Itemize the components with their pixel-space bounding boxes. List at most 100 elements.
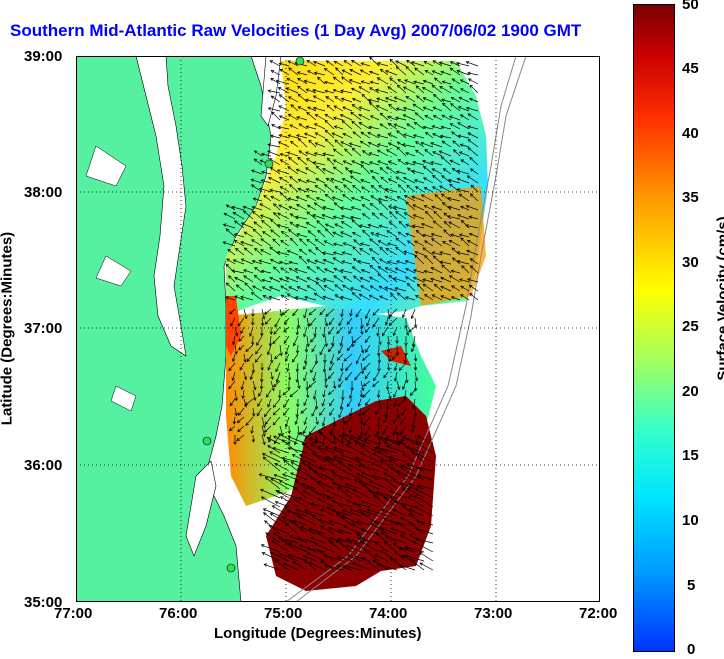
velocity-vector	[302, 555, 317, 562]
vector-arrowhead	[405, 276, 409, 280]
vector-arrowhead	[345, 444, 350, 448]
velocity-vector	[343, 184, 353, 193]
vector-arrowhead	[250, 178, 255, 182]
vector-arrowhead	[362, 483, 366, 488]
velocity-vector	[439, 86, 452, 94]
velocity-vector	[362, 204, 371, 211]
vector-arrowhead	[400, 431, 404, 435]
vector-arrowhead	[316, 532, 321, 536]
vector-arrowhead	[292, 312, 296, 317]
vector-arrowhead	[287, 113, 292, 117]
vector-arrowhead	[305, 167, 309, 171]
velocity-vector	[261, 153, 272, 157]
velocity-vector	[290, 472, 308, 481]
vector-arrowhead	[307, 230, 312, 234]
velocity-vector	[469, 157, 479, 166]
vector-arrowhead	[390, 292, 394, 297]
vector-arrowhead	[448, 275, 453, 279]
vector-arrowhead	[234, 412, 238, 417]
velocity-vector	[310, 477, 326, 490]
vector-arrowhead	[362, 229, 366, 234]
velocity-vector	[278, 87, 290, 94]
vector-arrowhead	[371, 452, 376, 456]
vector-arrowhead	[457, 134, 462, 138]
vector-arrowhead	[341, 76, 345, 80]
velocity-vector	[351, 104, 362, 112]
velocity-vector	[271, 70, 281, 76]
velocity-vector	[283, 335, 290, 344]
vector-arrowhead	[419, 562, 423, 566]
velocity-vector	[358, 106, 371, 112]
vector-arrowhead	[288, 156, 292, 161]
vector-arrowhead	[448, 239, 453, 244]
grid-lines	[76, 56, 600, 602]
velocity-vector	[360, 196, 371, 202]
velocity-vector	[314, 185, 326, 193]
vector-arrowhead	[432, 106, 437, 110]
vector-arrowhead	[234, 332, 239, 337]
vector-arrowhead	[332, 257, 337, 261]
vector-arrowhead	[276, 250, 281, 255]
vector-arrowhead	[334, 284, 338, 288]
velocity-vector	[316, 165, 326, 175]
velocity-vector	[342, 133, 353, 139]
velocity-vector	[338, 317, 344, 326]
vector-arrowhead	[259, 203, 263, 207]
velocity-vector	[294, 268, 308, 274]
vector-arrowhead	[276, 490, 281, 494]
velocity-vector	[342, 284, 353, 292]
velocity-vector	[401, 465, 416, 472]
velocity-vector	[378, 201, 389, 211]
vector-arrowhead	[365, 315, 369, 320]
vector-arrowhead	[277, 433, 282, 437]
velocity-vector	[281, 231, 290, 238]
vector-arrowhead	[272, 340, 276, 345]
vector-arrowhead	[311, 348, 315, 353]
vector-arrowhead	[468, 97, 473, 102]
vector-arrowhead	[379, 550, 384, 554]
velocity-vector	[405, 276, 416, 283]
vector-arrowhead	[457, 106, 462, 110]
velocity-vector	[277, 224, 290, 229]
velocity-vector	[338, 371, 344, 382]
velocity-vector	[470, 168, 479, 175]
vector-arrowhead	[267, 107, 272, 111]
vector-arrowhead	[364, 549, 368, 553]
velocity-vector	[313, 107, 326, 112]
velocity-vector	[380, 527, 398, 535]
vector-arrowhead	[277, 125, 282, 130]
vector-arrowhead	[385, 535, 389, 539]
velocity-vector	[387, 261, 398, 265]
vector-arrowhead	[376, 394, 381, 399]
vector-arrowhead	[278, 480, 283, 484]
velocity-vector	[267, 398, 272, 408]
vector-arrowhead	[263, 563, 268, 567]
velocity-vector	[393, 326, 398, 336]
velocity-vector	[323, 278, 335, 283]
vector-arrowhead	[315, 247, 319, 251]
vector-arrowhead	[279, 159, 284, 163]
velocity-vector	[324, 458, 344, 472]
velocity-vector	[333, 76, 344, 85]
vector-arrowhead	[395, 237, 400, 241]
vector-arrowhead	[336, 487, 341, 491]
velocity-vector	[432, 133, 443, 139]
vector-arrowhead	[448, 221, 452, 225]
velocity-vector	[395, 117, 407, 121]
velocity-vector	[449, 240, 461, 247]
velocity-vector	[433, 210, 443, 220]
velocity-vector	[261, 434, 266, 445]
velocity-vector	[232, 371, 236, 381]
vector-arrowhead	[440, 285, 444, 290]
velocity-vector	[297, 106, 308, 112]
vector-arrowhead	[260, 544, 265, 548]
vector-arrowhead	[324, 445, 329, 450]
vector-arrowhead	[367, 223, 372, 228]
vector-arrowhead	[358, 113, 362, 118]
vector-arrowhead	[313, 60, 317, 65]
velocity-vector	[460, 206, 470, 211]
velocity-vector	[331, 500, 353, 508]
velocity-vector	[456, 178, 470, 184]
vector-arrowhead	[432, 255, 437, 259]
vector-arrowhead	[411, 429, 415, 434]
